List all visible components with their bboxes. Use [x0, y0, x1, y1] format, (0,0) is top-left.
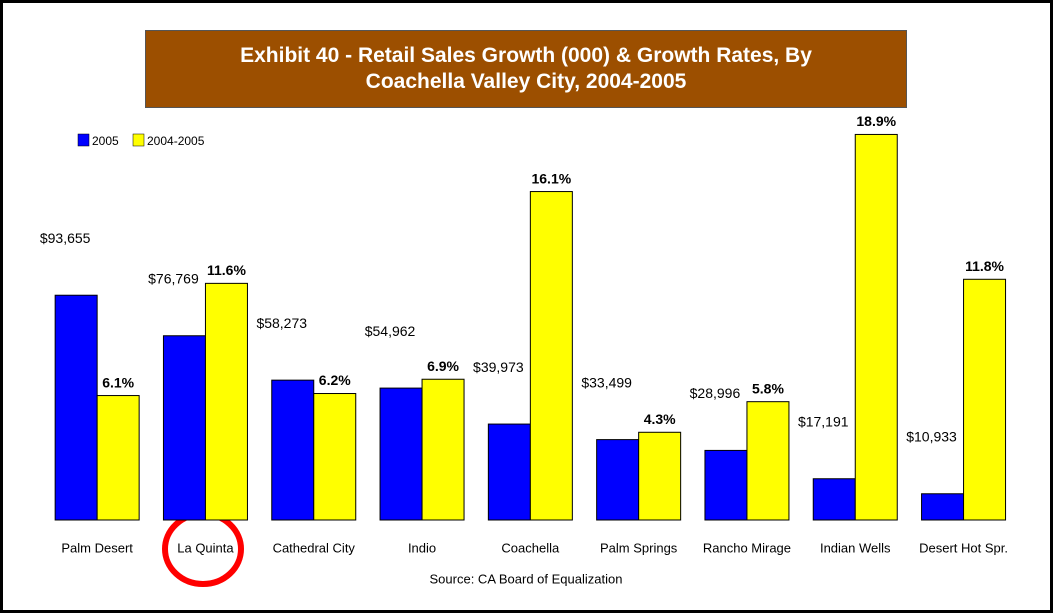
- value-label: 6.1%: [102, 374, 134, 390]
- value-label: $76,769: [148, 270, 199, 286]
- x-tick-label: Indian Wells: [820, 540, 891, 555]
- value-label: $17,191: [798, 413, 849, 429]
- value-label: $28,996: [690, 385, 741, 401]
- value-label: 6.9%: [427, 358, 459, 374]
- legend-label: 2004-2005: [147, 134, 205, 148]
- bar: [487, 423, 531, 521]
- value-label: $54,962: [365, 323, 416, 339]
- bar: [379, 387, 423, 521]
- value-label: $10,933: [906, 428, 957, 444]
- bar: [162, 335, 206, 521]
- bar: [812, 478, 856, 521]
- bar: [54, 294, 98, 521]
- x-tick-label: Rancho Mirage: [703, 540, 791, 555]
- bar: [596, 439, 640, 521]
- value-label: 18.9%: [856, 113, 896, 129]
- value-label: 4.3%: [644, 411, 676, 427]
- x-tick-label: Palm Desert: [61, 540, 133, 555]
- bar: [529, 191, 573, 521]
- value-label: 11.6%: [207, 262, 246, 278]
- value-label: 5.8%: [752, 380, 784, 396]
- bar: [421, 378, 465, 521]
- x-tick-label: Palm Springs: [600, 540, 678, 555]
- value-label: 16.1%: [531, 170, 571, 186]
- x-tick-label: Cathedral City: [273, 540, 356, 555]
- bar: [638, 431, 682, 521]
- value-label: $58,273: [256, 315, 307, 331]
- bar: [921, 493, 965, 521]
- bar: [704, 449, 748, 521]
- bar: [746, 401, 790, 521]
- x-tick-label: La Quinta: [177, 540, 234, 555]
- legend-swatch: [132, 133, 145, 147]
- x-tick-label: Desert Hot Spr.: [919, 540, 1008, 555]
- value-label: 6.2%: [319, 372, 351, 388]
- value-label: 11.8%: [965, 258, 1004, 274]
- chart-title: Exhibit 40 - Retail Sales Growth (000) &…: [145, 30, 907, 108]
- legend-label: 2005: [92, 134, 119, 148]
- bar: [96, 395, 140, 521]
- source-note: Source: CA Board of Equalization: [430, 571, 623, 586]
- bar: [313, 393, 357, 521]
- value-label: $93,655: [40, 230, 91, 246]
- x-tick-label: Indio: [408, 540, 436, 555]
- bar: [854, 133, 898, 521]
- bar: [204, 282, 248, 521]
- x-tick-label: Coachella: [501, 540, 560, 555]
- value-label: $39,973: [473, 359, 524, 375]
- legend-swatch: [77, 133, 90, 147]
- bar: [271, 379, 315, 521]
- value-label: $33,499: [581, 374, 632, 390]
- bar: [963, 278, 1007, 521]
